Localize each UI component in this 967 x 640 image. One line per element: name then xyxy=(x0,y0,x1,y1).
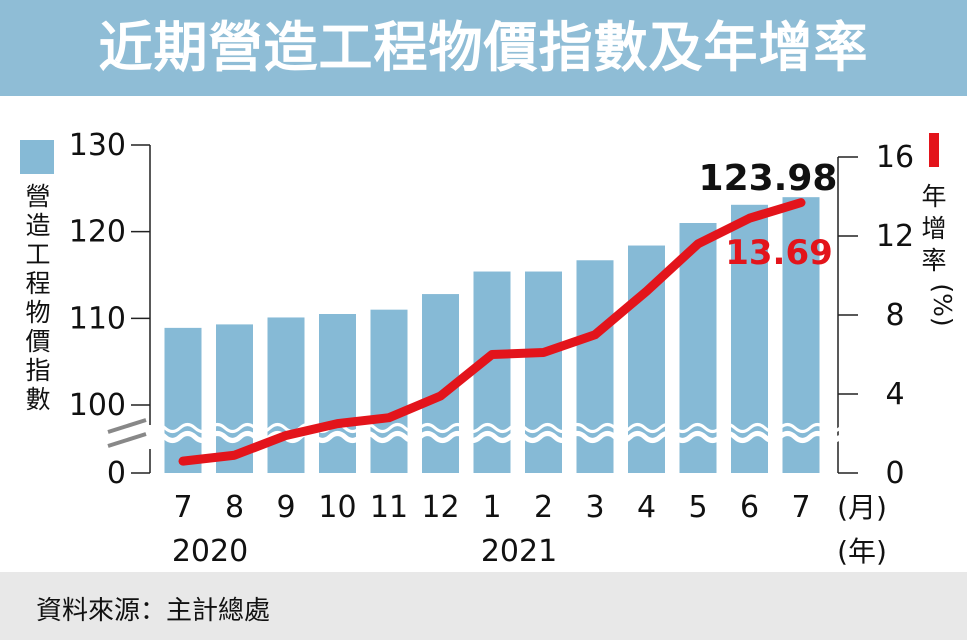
left-axis-label-char: 物 xyxy=(25,298,50,327)
x-year-label: 2020 xyxy=(172,534,248,569)
bar xyxy=(267,317,305,473)
x-tick-label: 4 xyxy=(637,490,656,525)
x-tick-label: 10 xyxy=(318,490,356,525)
right-axis-tick-label: 4 xyxy=(885,377,904,412)
left-axis-label-char: 價 xyxy=(25,327,50,356)
right-axis-label-char: 率 xyxy=(921,246,946,275)
chart-area: 營造工程物價指數年增率(%)13012011010001612840123.98… xyxy=(20,128,957,569)
left-axis-tick-label: 130 xyxy=(69,128,126,163)
left-axis-label-char: 造 xyxy=(25,211,50,240)
line-point xyxy=(439,394,442,397)
line-point xyxy=(645,290,648,293)
x-axis-month-unit: (月) xyxy=(837,491,887,524)
line-point xyxy=(182,460,184,463)
line-point xyxy=(697,242,699,245)
x-tick-label: 5 xyxy=(688,490,707,525)
left-axis-label-char: 工 xyxy=(25,240,50,269)
line-point xyxy=(233,454,236,457)
left-axis-label-char: 數 xyxy=(25,385,50,414)
left-axis-label-char: 程 xyxy=(25,269,50,298)
x-tick-label: 2 xyxy=(534,490,553,525)
right-axis-label-char: 增 xyxy=(921,214,946,243)
left-axis-tick-label: 110 xyxy=(69,301,126,336)
last-line-value-label: 13.69 xyxy=(725,233,833,273)
x-tick-label: 11 xyxy=(370,490,408,525)
right-axis-tick-label: 16 xyxy=(876,140,914,175)
x-year-label: 2021 xyxy=(481,534,557,569)
x-tick-label: 6 xyxy=(740,490,759,525)
title-bar xyxy=(0,0,967,96)
right-axis-tick-label: 12 xyxy=(876,219,914,254)
line-point xyxy=(491,353,493,356)
axis-break-mark xyxy=(107,418,147,434)
chart-title: 近期營造工程物價指數及年增率 xyxy=(98,16,869,79)
line-point xyxy=(594,333,596,336)
left-axis-tick-label: 100 xyxy=(69,388,126,423)
last-bar-value-label: 123.98 xyxy=(699,158,838,199)
bar xyxy=(319,314,356,473)
x-tick-label: 7 xyxy=(173,490,192,525)
line-point xyxy=(800,201,802,204)
footer-bar xyxy=(0,572,967,640)
x-tick-label: 3 xyxy=(585,490,604,525)
x-tick-label: 1 xyxy=(482,490,501,525)
bar xyxy=(164,327,202,473)
bar xyxy=(370,309,408,473)
x-tick-label: 8 xyxy=(225,490,244,525)
left-axis-label-char: 指 xyxy=(25,356,50,385)
left-axis-label-char: 營 xyxy=(25,182,50,211)
right-axis-tick-label: 0 xyxy=(885,456,904,491)
left-axis-tick-label: 0 xyxy=(107,456,126,491)
x-tick-label: 7 xyxy=(791,490,810,525)
x-tick-label: 9 xyxy=(276,490,295,525)
x-tick-label: 12 xyxy=(421,490,459,525)
bar-break-wave xyxy=(148,423,842,433)
line-point xyxy=(748,217,751,220)
source-note: 資料來源：主計總處 xyxy=(36,596,271,626)
line-point xyxy=(285,434,287,437)
line-point xyxy=(336,422,339,425)
legend-bar-swatch xyxy=(20,140,54,174)
left-axis-tick-label: 120 xyxy=(69,215,126,250)
line-point xyxy=(542,351,545,354)
right-axis-label-unit: (%) xyxy=(928,283,957,326)
line-point xyxy=(388,416,390,419)
x-axis-year-unit: (年) xyxy=(837,535,887,568)
axis-break-mark xyxy=(107,432,147,448)
right-axis-tick-label: 8 xyxy=(885,298,904,333)
right-axis-label-char: 年 xyxy=(921,182,946,211)
legend-line-swatch xyxy=(929,133,939,167)
